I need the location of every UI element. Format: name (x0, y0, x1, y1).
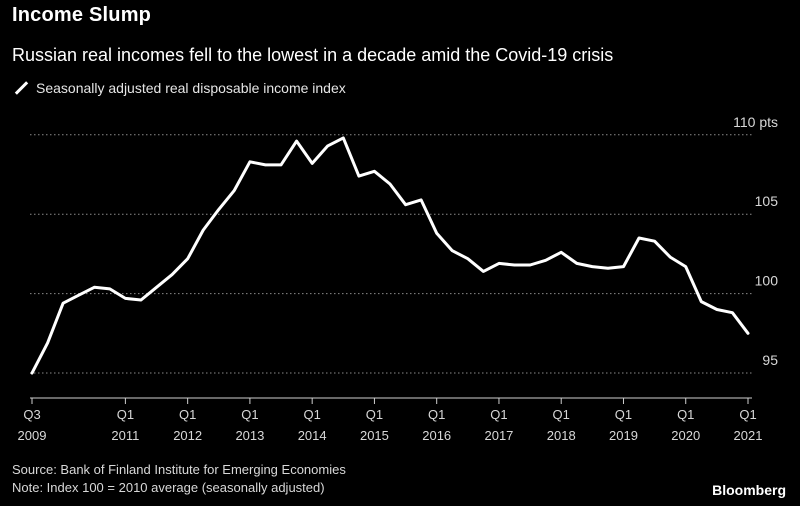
x-tick-label-2021-Q1-quarter: Q1 (739, 407, 756, 422)
x-tick-label-2018-Q1-year: 2018 (547, 428, 576, 443)
x-tick-label-2009-Q3-quarter: Q3 (23, 407, 40, 422)
data-point-2018-Q1 (560, 251, 563, 254)
x-tick-label-2013-Q1-quarter: Q1 (241, 407, 258, 422)
data-point-2019-Q2 (637, 236, 641, 240)
x-tick-label-2014-Q1-year: 2014 (298, 428, 327, 443)
data-point-2018-Q2 (575, 262, 578, 265)
legend-label: Seasonally adjusted real disposable inco… (36, 80, 346, 96)
x-tick-label-2020-Q1-year: 2020 (671, 428, 700, 443)
data-point-2016-Q1 (435, 232, 438, 235)
x-tick-label-2018-Q1-quarter: Q1 (553, 407, 570, 422)
data-point-2009-Q4 (46, 341, 49, 345)
data-point-2016-Q2 (451, 249, 454, 252)
data-point-2013-Q2 (264, 163, 267, 167)
data-point-2017-Q3 (528, 263, 532, 267)
data-point-2010-Q3 (93, 286, 96, 289)
data-point-2015-Q2 (388, 182, 392, 186)
data-point-2011-Q2 (139, 298, 143, 302)
y-tick-label-105: 105 (755, 193, 779, 209)
chart-title: Income Slump (12, 4, 152, 26)
x-tick-label-2017-Q1-year: 2017 (484, 428, 513, 443)
data-point-2014-Q2 (326, 144, 329, 148)
data-point-2014-Q4 (357, 174, 361, 178)
data-point-2010-Q4 (108, 287, 112, 291)
data-point-2012-Q4 (233, 189, 236, 192)
series-line-0 (30, 136, 750, 375)
data-point-2015-Q1 (373, 170, 376, 173)
x-tick-label-2019-Q1-quarter: Q1 (615, 407, 632, 422)
x-tick-label-2021-Q1-year: 2021 (734, 428, 763, 443)
x-tick-label-2011-Q1-quarter: Q1 (117, 407, 134, 422)
data-point-2019-Q1 (622, 265, 625, 268)
data-point-2017-Q1 (497, 262, 501, 265)
data-point-2021-Q1 (746, 332, 750, 335)
data-point-2012-Q2 (202, 228, 205, 232)
data-point-2010-Q2 (77, 294, 80, 297)
data-point-2013-Q4 (295, 139, 298, 143)
note-text: Note: Index 100 = 2010 average (seasonal… (12, 480, 325, 495)
data-point-2009-Q3 (30, 371, 34, 375)
data-point-2010-Q1 (61, 302, 65, 305)
x-tick-label-2009-Q3-year: 2009 (18, 428, 47, 443)
data-point-2013-Q1 (248, 160, 252, 163)
x-tick-label-2014-Q1-quarter: Q1 (304, 407, 321, 422)
y-tick-label-95: 95 (762, 352, 778, 368)
data-point-2018-Q4 (606, 267, 610, 270)
data-point-2020-Q2 (700, 300, 703, 303)
data-point-2014-Q3 (342, 136, 345, 140)
x-tick-label-2012-Q1-year: 2012 (173, 428, 202, 443)
x-tick-label-2020-Q1-quarter: Q1 (677, 407, 694, 422)
data-point-2016-Q3 (466, 257, 469, 260)
data-point-2018-Q3 (591, 265, 594, 268)
data-point-2020-Q1 (684, 265, 687, 268)
data-point-2017-Q4 (544, 259, 547, 262)
data-point-2011-Q1 (124, 297, 127, 300)
data-point-2017-Q2 (513, 263, 516, 267)
data-point-2012-Q1 (186, 257, 189, 260)
data-point-2015-Q3 (404, 203, 407, 206)
x-tick-label-2016-Q1-year: 2016 (422, 428, 451, 443)
bloomberg-logo: Bloomberg (712, 482, 786, 498)
x-tick-label-2017-Q1-quarter: Q1 (490, 407, 507, 422)
data-point-2015-Q4 (419, 198, 423, 202)
data-point-2013-Q3 (279, 163, 283, 167)
data-point-2011-Q4 (170, 273, 174, 276)
x-tick-label-2019-Q1-year: 2019 (609, 428, 638, 443)
x-tick-label-2016-Q1-quarter: Q1 (428, 407, 445, 422)
data-point-2019-Q4 (669, 255, 672, 259)
data-point-2014-Q1 (311, 162, 314, 165)
data-point-2019-Q3 (653, 240, 656, 243)
x-tick-label-2012-Q1-quarter: Q1 (179, 407, 196, 422)
legend: Seasonally adjusted real disposable inco… (14, 80, 346, 96)
x-tick-label-2015-Q1-quarter: Q1 (366, 407, 383, 422)
data-point-2020-Q4 (731, 311, 734, 314)
data-point-2011-Q3 (155, 286, 158, 289)
x-tick-label-2015-Q1-year: 2015 (360, 428, 389, 443)
x-tick-label-2011-Q1-year: 2011 (111, 428, 139, 443)
y-tick-label-100: 100 (755, 273, 779, 289)
source-text: Source: Bank of Finland Institute for Em… (12, 462, 346, 477)
x-tick-label-2013-Q1-year: 2013 (235, 428, 264, 443)
y-tick-label-110: 110 pts (733, 114, 778, 130)
data-point-2016-Q4 (482, 270, 485, 273)
data-point-2020-Q3 (715, 308, 719, 311)
data-point-2012-Q3 (217, 208, 220, 211)
chart-subtitle: Russian real incomes fell to the lowest … (12, 45, 614, 65)
